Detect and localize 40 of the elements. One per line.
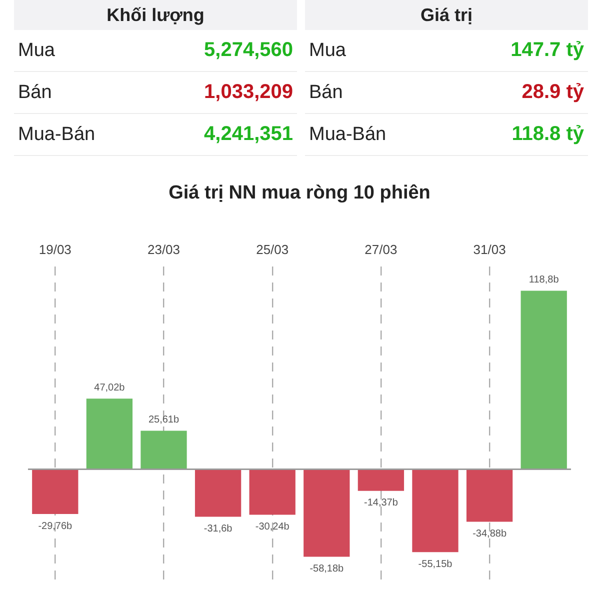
bar xyxy=(86,398,133,470)
x-tick-label: 27/03 xyxy=(364,242,398,258)
bar xyxy=(358,469,404,491)
x-tick-label: 19/03 xyxy=(38,242,72,258)
data-label: 4,241,351 xyxy=(204,123,293,146)
category-label: Mua xyxy=(18,40,55,60)
data-label: -34,88b xyxy=(472,528,507,540)
category-label: Mua-Bán xyxy=(18,124,96,144)
text: Khối lượng xyxy=(14,0,297,30)
x-tick-label: 25/03 xyxy=(256,242,289,258)
bar xyxy=(194,469,242,517)
category-label: Bán xyxy=(18,82,52,102)
data-label: 47,02b xyxy=(94,382,126,394)
chart-title: Giá trị NN mua ròng 10 phiên xyxy=(168,182,430,204)
data-label: 118.8 tỷ xyxy=(512,123,584,146)
data-label: 25,61b xyxy=(148,414,180,426)
data-label: 118,8b xyxy=(528,274,560,286)
category-label: Mua-Bán xyxy=(309,124,386,146)
category-label: Bán xyxy=(309,82,343,104)
bar xyxy=(140,430,187,470)
bar xyxy=(412,469,458,552)
data-label: 5,274,560 xyxy=(204,39,293,62)
bar xyxy=(520,290,567,470)
data-label: 147.7 tỷ xyxy=(510,39,584,62)
bar xyxy=(249,469,296,515)
bar xyxy=(304,469,350,557)
category-label: Mua xyxy=(309,40,346,62)
data-label: -29,76b xyxy=(38,520,73,532)
bar xyxy=(466,469,513,522)
bar xyxy=(32,469,78,514)
x-tick-label: 23/03 xyxy=(147,242,180,258)
data-label: 1,033,209 xyxy=(204,81,293,104)
data-label: -55,15b xyxy=(418,558,453,570)
data-label: 28.9 tỷ xyxy=(522,81,584,104)
data-label: -30,24b xyxy=(255,521,290,532)
data-label: -31,6b xyxy=(204,524,233,535)
text: Giá trị xyxy=(305,0,588,30)
x-tick-label: 31/03 xyxy=(473,242,506,258)
data-label: -14,37b xyxy=(364,498,398,509)
data-label: -58,18b xyxy=(310,563,344,574)
